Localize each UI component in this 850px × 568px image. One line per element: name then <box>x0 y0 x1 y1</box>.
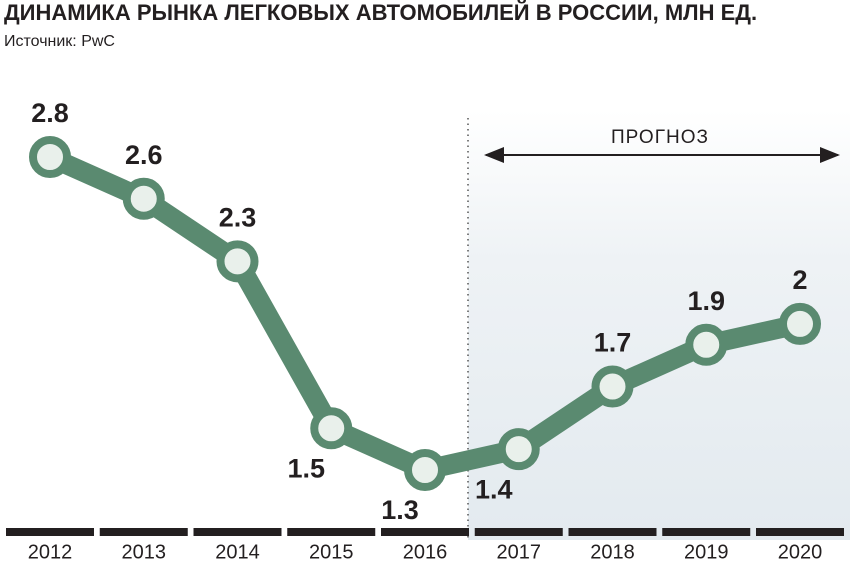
x-tick-label: 2018 <box>590 541 635 563</box>
data-label: 1.3 <box>381 495 419 525</box>
point <box>216 240 259 283</box>
point <box>404 449 446 491</box>
data-label: 1.5 <box>287 453 325 483</box>
chart-subtitle: Источник: PwC <box>4 33 115 50</box>
data-label: 2 <box>792 265 807 295</box>
x-tick-label: 2020 <box>778 541 823 563</box>
point <box>591 365 634 408</box>
data-label: 1.4 <box>475 474 513 504</box>
x-axis-segment <box>756 528 844 536</box>
data-label: 1.7 <box>594 328 632 358</box>
x-axis-segment <box>381 528 469 536</box>
data-label: 2.8 <box>31 98 69 128</box>
x-tick-label: 2014 <box>215 541 260 563</box>
x-axis-segment <box>99 528 188 536</box>
point <box>29 136 71 178</box>
data-label: 1.9 <box>687 286 725 316</box>
x-axis-segment <box>568 528 657 536</box>
x-tick-label: 2013 <box>122 541 167 563</box>
x-axis-segment <box>662 528 751 536</box>
point <box>779 302 821 345</box>
data-label: 2.6 <box>125 140 163 170</box>
x-tick-label: 2015 <box>309 541 354 563</box>
x-axis-segment <box>474 528 563 536</box>
point <box>122 177 165 220</box>
chart-title: ДИНАМИКА РЫНКА ЛЕГКОВЫХ АВТОМОБИЛЕЙ В РО… <box>4 0 757 25</box>
point <box>685 323 728 366</box>
x-tick-label: 2012 <box>28 541 73 563</box>
x-tick-label: 2017 <box>497 541 542 563</box>
point <box>497 428 540 471</box>
x-tick-label: 2019 <box>684 541 729 563</box>
annotation: ПРОГНОЗ <box>611 127 709 148</box>
point <box>310 407 353 450</box>
x-axis-segment <box>6 528 94 536</box>
data-label: 2.3 <box>219 202 257 232</box>
x-axis-segment <box>287 528 376 536</box>
x-axis-segment <box>193 528 282 536</box>
x-tick-label: 2016 <box>403 541 448 563</box>
